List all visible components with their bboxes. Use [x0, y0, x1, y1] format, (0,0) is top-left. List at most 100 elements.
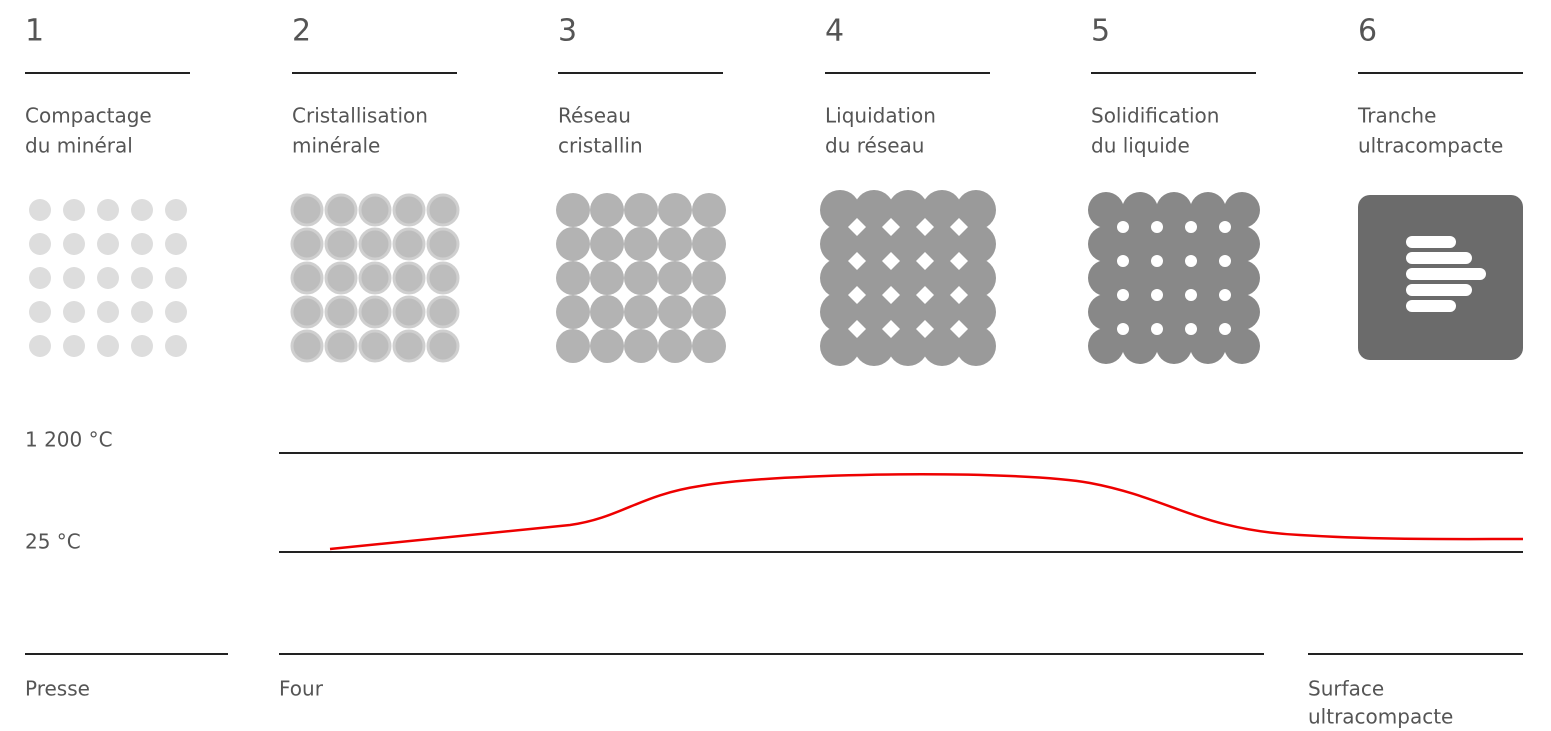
dot [29, 301, 51, 323]
dot [97, 335, 119, 357]
step-label: du réseau [825, 134, 924, 158]
hole [1117, 221, 1129, 233]
hole [1185, 323, 1197, 335]
hole [1117, 289, 1129, 301]
dot [692, 227, 726, 261]
dot [624, 261, 658, 295]
dot [658, 329, 692, 363]
dot [292, 195, 322, 225]
dot [63, 335, 85, 357]
temperature-curve [330, 474, 1523, 549]
hole [1151, 255, 1163, 267]
dot [97, 267, 119, 289]
dot [692, 193, 726, 227]
dot [29, 267, 51, 289]
dot [556, 193, 590, 227]
dot [428, 297, 458, 327]
dot [326, 263, 356, 293]
step-label: du minéral [25, 134, 133, 158]
hole [1185, 221, 1197, 233]
dot [692, 261, 726, 295]
dot [292, 229, 322, 259]
temp-label: 25 °C [25, 530, 81, 554]
hole [1151, 221, 1163, 233]
dot [360, 297, 390, 327]
dot [131, 199, 153, 221]
dot [658, 261, 692, 295]
step-icon [820, 190, 996, 366]
step-label: Solidification [1091, 104, 1219, 128]
dot [326, 195, 356, 225]
hole [1185, 255, 1197, 267]
dot [165, 335, 187, 357]
dot [394, 195, 424, 225]
dot [428, 331, 458, 361]
step-icon [1088, 192, 1260, 364]
temp-label: 1 200 °C [25, 428, 113, 452]
dot [556, 329, 590, 363]
dot [360, 229, 390, 259]
step-label: minérale [292, 134, 380, 158]
dot [624, 295, 658, 329]
stage-label: Surface [1308, 677, 1384, 701]
dot [360, 263, 390, 293]
dot [165, 267, 187, 289]
dot [428, 263, 458, 293]
dot [692, 295, 726, 329]
step-label: Compactage [25, 104, 152, 128]
dot [360, 331, 390, 361]
bar [1406, 300, 1456, 312]
dot [97, 301, 119, 323]
stage-label: ultracompacte [1308, 705, 1453, 729]
dot [326, 297, 356, 327]
step-label: Liquidation [825, 104, 936, 128]
dot [394, 331, 424, 361]
hole [1219, 289, 1231, 301]
dot [63, 301, 85, 323]
hole [1185, 289, 1197, 301]
dot [131, 267, 153, 289]
dot [658, 295, 692, 329]
dot [326, 331, 356, 361]
bar [1406, 268, 1486, 280]
dot [165, 301, 187, 323]
dot [658, 193, 692, 227]
dot [292, 263, 322, 293]
step-icon [556, 193, 726, 363]
dot [428, 195, 458, 225]
step-icon [292, 195, 458, 361]
dot [97, 233, 119, 255]
step-number: 3 [558, 14, 577, 49]
step-number: 2 [292, 14, 311, 49]
dot [556, 227, 590, 261]
dot [165, 233, 187, 255]
dot [428, 229, 458, 259]
step-number: 5 [1091, 14, 1110, 49]
dot [97, 199, 119, 221]
bar [1406, 284, 1472, 296]
dot [131, 233, 153, 255]
dot [624, 193, 658, 227]
dot [556, 295, 590, 329]
hole [1219, 221, 1231, 233]
hole [1151, 323, 1163, 335]
bar [1406, 252, 1472, 264]
dot [556, 261, 590, 295]
dot [590, 193, 624, 227]
dot [326, 229, 356, 259]
dot [29, 233, 51, 255]
step-icon [1358, 195, 1523, 360]
hole [1151, 289, 1163, 301]
dot [165, 199, 187, 221]
dot [29, 199, 51, 221]
hole [1219, 255, 1231, 267]
dot [692, 329, 726, 363]
step-label: du liquide [1091, 134, 1190, 158]
step-number: 6 [1358, 14, 1377, 49]
stage-label: Four [279, 677, 324, 701]
dot [624, 329, 658, 363]
bar [1406, 236, 1456, 248]
dot [590, 329, 624, 363]
step-label: cristallin [558, 134, 643, 158]
dot [63, 267, 85, 289]
